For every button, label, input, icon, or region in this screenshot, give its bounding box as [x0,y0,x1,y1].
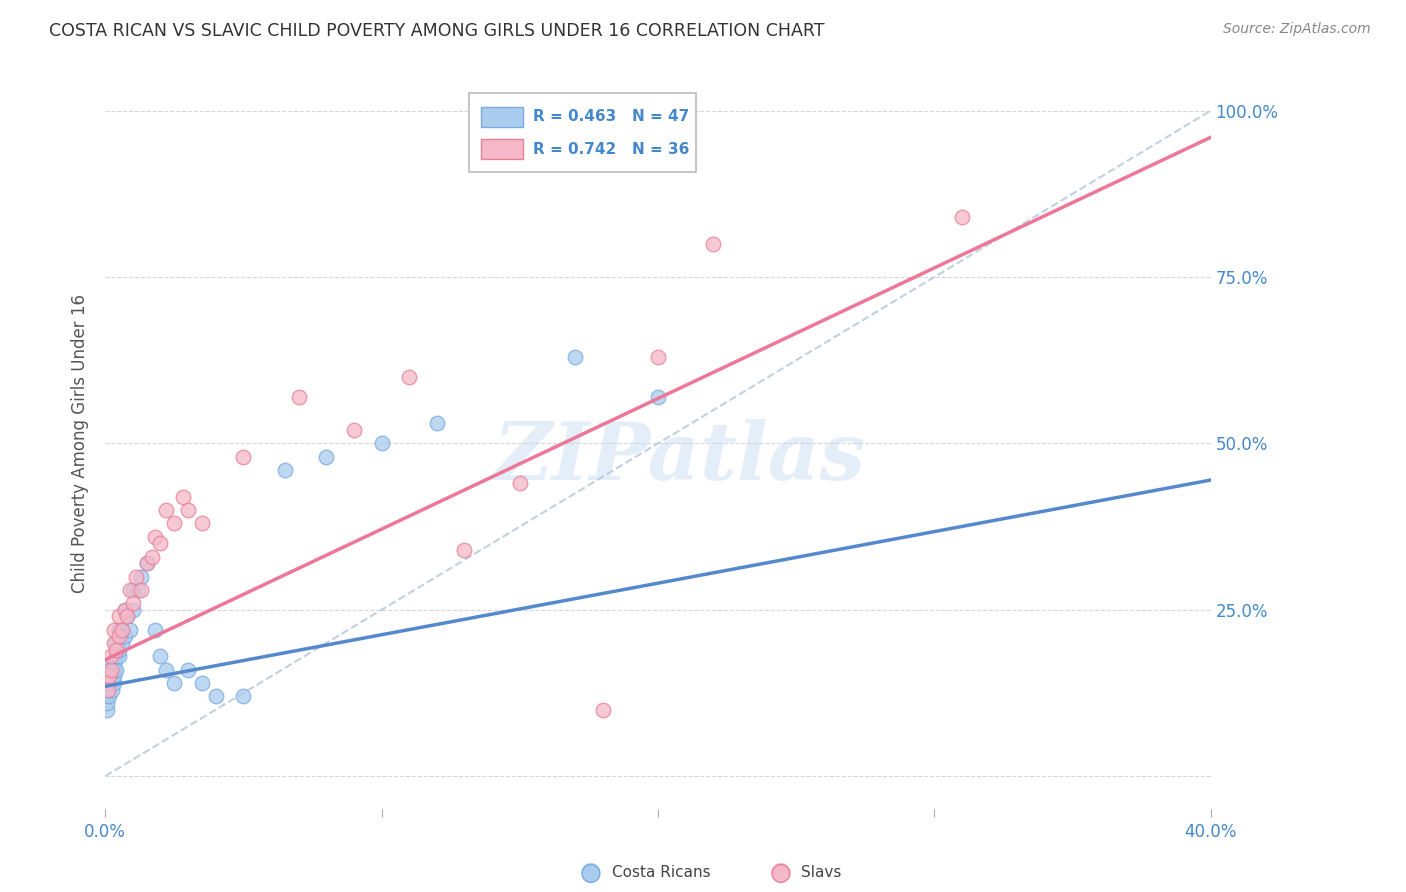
Point [97,676,120,690]
Point [143,530,166,544]
Text: R = 0.463   N = 47: R = 0.463 N = 47 [533,110,689,125]
Point [114,629,136,643]
Point [370,436,392,450]
Point [191,516,214,531]
Point [94,690,117,704]
Point [103,663,125,677]
Point [121,582,143,597]
Point [103,623,125,637]
Text: ●: ● [579,861,602,884]
Point [592,703,614,717]
Point [127,582,149,597]
Point [103,676,125,690]
Point [702,236,724,251]
Point [129,569,152,583]
Point [135,556,157,570]
Point [105,642,128,657]
Point [120,582,142,597]
Point [564,350,586,364]
Point [343,423,366,437]
FancyBboxPatch shape [481,139,523,160]
Point [155,663,177,677]
Point [204,690,226,704]
Point [105,636,128,650]
Point [426,417,449,431]
Point [135,556,157,570]
Point [98,663,121,677]
Point [124,569,146,583]
Point [108,609,131,624]
Point [172,490,194,504]
Point [232,450,254,464]
Point [97,669,120,683]
Point [114,603,136,617]
Point [950,210,973,224]
Point [103,656,125,670]
Point [117,609,139,624]
Point [232,690,254,704]
Point [120,623,142,637]
Text: Slavs: Slavs [801,865,842,880]
Text: ZIPatlas: ZIPatlas [494,419,866,497]
Point [509,476,531,491]
Point [111,636,134,650]
Text: ○: ○ [579,861,602,884]
Point [117,609,139,624]
Point [98,669,121,683]
Point [163,676,186,690]
Point [100,669,122,683]
Point [453,542,475,557]
Point [100,663,122,677]
Point [103,636,125,650]
Y-axis label: Child Poverty Among Girls Under 16: Child Poverty Among Girls Under 16 [72,294,89,593]
Point [96,703,118,717]
Point [191,676,214,690]
Point [141,549,163,564]
Point [287,390,309,404]
Point [121,603,143,617]
Point [108,623,131,637]
Point [111,623,134,637]
Text: Costa Ricans: Costa Ricans [612,865,710,880]
Point [96,676,118,690]
Point [103,669,125,683]
Point [177,503,200,517]
FancyBboxPatch shape [481,107,523,128]
Text: ●: ● [769,861,792,884]
Point [163,516,186,531]
Point [101,682,124,697]
Point [149,649,172,664]
Point [105,663,128,677]
Point [274,463,297,477]
Point [100,656,122,670]
Point [143,623,166,637]
Point [398,370,420,384]
Text: ○: ○ [769,861,792,884]
Point [114,603,136,617]
Point [129,582,152,597]
Point [100,649,122,664]
Point [100,676,122,690]
Point [97,682,120,697]
Point [315,450,337,464]
Point [108,642,131,657]
Point [121,596,143,610]
Point [177,663,200,677]
Point [98,690,121,704]
Point [647,350,669,364]
Point [111,623,134,637]
Point [647,390,669,404]
Point [96,696,118,710]
Text: R = 0.742   N = 36: R = 0.742 N = 36 [533,142,689,157]
Point [149,536,172,550]
Point [97,682,120,697]
Point [108,629,131,643]
Text: COSTA RICAN VS SLAVIC CHILD POVERTY AMONG GIRLS UNDER 16 CORRELATION CHART: COSTA RICAN VS SLAVIC CHILD POVERTY AMON… [49,22,825,40]
FancyBboxPatch shape [470,93,696,172]
Point [108,649,131,664]
Point [105,649,128,664]
Point [155,503,177,517]
Text: Source: ZipAtlas.com: Source: ZipAtlas.com [1223,22,1371,37]
